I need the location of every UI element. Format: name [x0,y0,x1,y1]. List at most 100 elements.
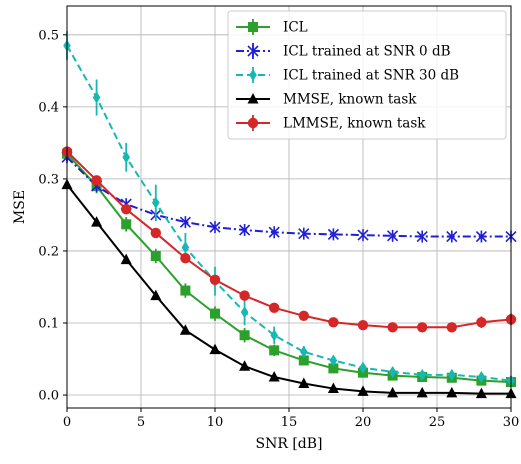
data-point [121,219,132,230]
data-point [239,290,250,301]
series-line [66,153,512,384]
data-point [181,241,190,254]
legend-label: MMSE, known task [283,92,417,108]
y-tick-label: 0.4 [38,100,59,115]
data-point [446,386,458,398]
data-point [268,226,280,239]
data-point [298,377,310,389]
x-tick-label: 25 [429,415,446,430]
legend-entry: MMSE, known task [236,92,417,108]
data-point [152,196,160,209]
series-3 [61,178,517,399]
data-point [91,216,103,227]
data-point [359,361,367,374]
data-point [446,230,458,243]
data-point [416,386,428,398]
legend-label: ICL trained at SNR 0 dB [283,44,451,60]
data-point [448,368,456,381]
data-point [300,345,308,358]
series-line [66,150,512,329]
legend-label: ICL [283,20,308,36]
data-point [121,203,132,215]
data-point [416,230,428,243]
data-point [91,175,102,186]
x-axis-label: SNR [dB] [255,436,322,452]
legend: ICL ICL trained at SNR 0 dB ICL trained at… [227,10,507,140]
legend-marker [249,69,257,81]
legend-box [227,10,507,140]
data-point [239,330,250,341]
legend-entry: LMMSE, known task [236,115,426,132]
x-tick-label: 20 [355,415,372,430]
data-point [298,227,310,240]
data-point [150,289,162,301]
legend-marker [247,93,259,104]
y-axis-label: MSE [12,190,28,224]
data-point [477,371,486,384]
plot-series [61,31,517,399]
data-point [446,322,457,333]
data-point [122,151,130,164]
series-line [66,184,511,395]
data-point [327,382,339,394]
data-point [357,385,369,396]
data-point [270,329,278,342]
series-line [66,156,511,238]
legend-marker [247,117,259,129]
x-tick-label: 0 [63,415,71,430]
data-point [239,360,251,371]
data-point [298,310,309,321]
data-point [327,228,339,241]
series-2 [63,31,515,387]
data-point [269,302,280,314]
data-point [92,91,101,104]
x-tick-label: 30 [503,415,520,430]
data-point [328,363,339,374]
y-tick-label: 0.2 [38,244,59,259]
data-point [387,229,399,242]
data-point [269,345,280,356]
data-point [298,355,309,366]
data-point [240,306,249,319]
legend-entry: ICL trained at SNR 30 dB [236,67,459,84]
legend-entry: ICL [236,19,308,36]
data-point [120,253,132,265]
data-point [209,343,221,355]
data-point [357,319,369,331]
data-point [357,229,369,242]
data-point [387,322,398,333]
legend-label: LMMSE, known task [283,116,426,132]
y-tick-label: 0.3 [38,172,59,187]
legend-marker [248,22,258,32]
data-point [388,365,397,378]
x-tick-label: 5 [137,415,145,430]
data-point [239,224,251,237]
data-point [329,354,338,367]
data-point [475,387,487,399]
data-point [209,274,221,285]
y-tick-label: 0.1 [38,316,59,331]
x-tick-label: 15 [281,415,298,430]
data-point [150,227,161,239]
legend-entry: ICL trained at SNR 0 dB [236,43,451,60]
data-point [179,324,191,335]
series-4 [61,146,517,333]
legend-marker [247,45,259,57]
data-point [476,317,487,328]
data-point [417,322,428,333]
data-point [328,317,339,328]
x-tick-label: 10 [207,415,224,430]
y-tick-label: 0.5 [38,28,59,43]
data-point [475,230,487,243]
data-point [418,368,426,381]
y-tick-label: 0.0 [38,389,59,404]
legend-label: ICL trained at SNR 30 dB [283,68,459,84]
data-point [179,216,191,229]
axis-ticks: 0 5 10 15 20 25 30 0.0 0.1 0.2 0.3 0.4 0.5 [38,28,519,430]
data-point [180,252,191,264]
data-point [210,308,220,319]
data-point [387,386,399,398]
series-line [66,45,512,382]
data-point [268,371,280,382]
